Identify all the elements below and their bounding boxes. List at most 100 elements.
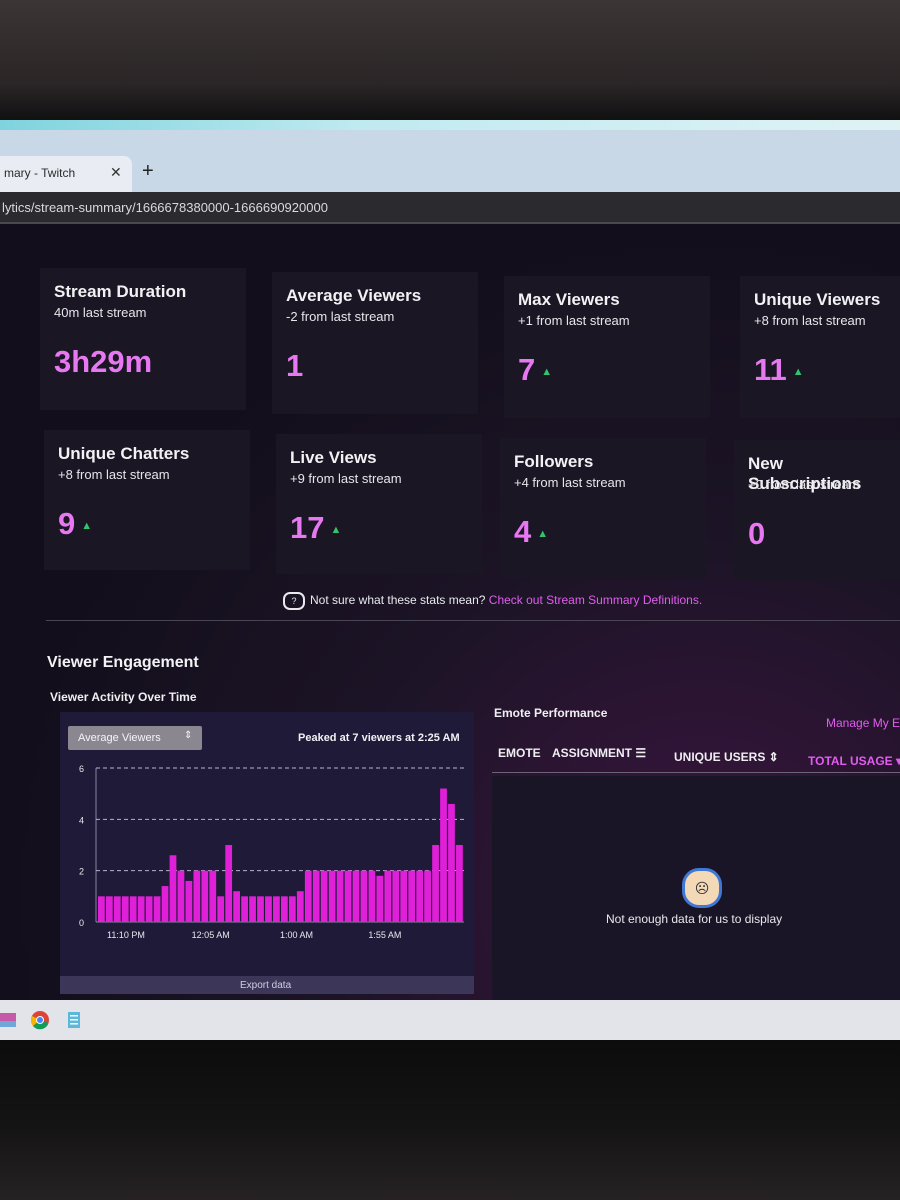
stat-value: 4 ▲ xyxy=(514,514,549,549)
viewer-activity-chart: 0 2 4 6 11:10 PM 12:05 AM 1:00 AM 1:55 AM xyxy=(79,764,464,940)
monitor-bezel-bottom xyxy=(0,1040,900,1200)
viewer-activity-title: Viewer Activity Over Time xyxy=(50,690,197,704)
chart-bar xyxy=(153,896,161,922)
column-unique-users[interactable]: UNIQUE USERS ⇕ xyxy=(674,750,779,764)
stat-value: 1 xyxy=(286,348,304,383)
column-total-usage[interactable]: TOTAL USAGE ▾ xyxy=(808,754,900,768)
notepad-icon[interactable] xyxy=(64,1010,84,1030)
close-tab-icon[interactable]: ✕ xyxy=(110,164,122,180)
chart-bar xyxy=(328,870,336,922)
chart-bar xyxy=(265,896,272,922)
address-bar[interactable]: lytics/stream-summary/1666678380000-1666… xyxy=(0,192,900,224)
chart-bar xyxy=(129,896,137,922)
chart-bar xyxy=(384,870,392,922)
empty-state-text: Not enough data for us to display xyxy=(606,912,783,926)
chart-bar xyxy=(416,870,424,922)
y-tick-label: 6 xyxy=(79,764,84,774)
stat-value: 11 ▲ xyxy=(754,352,804,387)
metric-select[interactable]: Average Viewers ⇕ xyxy=(68,726,202,750)
stat-comparison: +1 from last stream xyxy=(518,313,630,328)
stat-comparison: +9 from last stream xyxy=(290,471,402,486)
stat-value: 9 ▲ xyxy=(58,506,93,541)
chart-bar xyxy=(352,870,360,922)
chart-bar xyxy=(193,870,201,922)
chart-bar xyxy=(98,896,105,922)
chart-bar xyxy=(312,870,320,922)
chart-bar xyxy=(137,896,145,922)
stat-value: 17 ▲ xyxy=(290,510,342,545)
column-assignment[interactable]: ASSIGNMENT ☰ xyxy=(552,746,647,760)
stat-comparison: +4 from last stream xyxy=(514,475,626,490)
y-tick-label: 0 xyxy=(79,918,84,928)
chart-bar xyxy=(241,896,248,922)
chart-bar xyxy=(161,886,169,922)
stat-comparison: 40m last stream xyxy=(54,305,147,320)
stat-label: Max Viewers xyxy=(518,290,620,309)
x-tick-label: 1:55 AM xyxy=(368,930,401,940)
chart-bar xyxy=(257,896,264,922)
stat-card-unique-viewers: Unique Viewers +8 from last stream 11 ▲ xyxy=(740,276,900,418)
chart-bar xyxy=(368,870,376,922)
column-emote[interactable]: EMOTE xyxy=(498,746,541,760)
chart-bar xyxy=(201,870,209,922)
emote-table-header: EMOTE ASSIGNMENT ☰ UNIQUE USERS ⇕ TOTAL … xyxy=(492,732,900,772)
stat-card-live-views: Live Views +9 from last stream 17 ▲ xyxy=(276,434,482,574)
stat-comparison: +8 from last stream xyxy=(754,313,866,328)
chart-bar xyxy=(456,845,463,922)
chart-bar xyxy=(424,870,431,922)
chart-bar xyxy=(233,891,241,922)
stat-label: New Subscriptions xyxy=(748,454,862,493)
section-divider xyxy=(46,620,900,621)
chart-bar xyxy=(296,891,304,922)
stat-value: 0 xyxy=(748,516,766,551)
stat-card-stream-duration: Stream Duration 40m last stream 3h29m xyxy=(40,268,246,410)
trend-up-icon: ▲ xyxy=(792,365,804,378)
chart-bar xyxy=(273,896,280,922)
chart-bar xyxy=(304,870,312,922)
stream-summary-page: Stream Duration 40m last stream 3h29m Av… xyxy=(0,224,900,1040)
definitions-link[interactable]: Check out Stream Summary Definitions. xyxy=(488,593,703,608)
chart-bar xyxy=(121,896,129,922)
x-tick-label: 12:05 AM xyxy=(192,930,230,940)
chart-bar xyxy=(169,855,177,922)
new-tab-button[interactable]: + xyxy=(142,160,154,182)
monitor-screen: mary - Twitch ✕ + lytics/stream-summary/… xyxy=(0,120,900,1040)
chart-bar xyxy=(217,896,225,922)
chart-bar xyxy=(360,870,368,922)
y-tick-label: 2 xyxy=(79,867,84,877)
viewer-engagement-title: Viewer Engagement xyxy=(47,654,199,671)
chrome-icon[interactable] xyxy=(30,1010,50,1030)
browser-tab-bar: mary - Twitch ✕ + xyxy=(0,130,900,192)
stat-comparison: +8 from last stream xyxy=(58,467,170,482)
chart-bar xyxy=(177,870,185,922)
empty-state-mascot-icon: ☹ xyxy=(682,868,722,908)
question-icon: ? xyxy=(283,592,305,610)
peak-viewers-text: Peaked at 7 viewers at 2:25 AM xyxy=(298,732,460,744)
emote-table-body: ☹ Not enough data for us to display xyxy=(492,776,900,1040)
export-data-label: Export data xyxy=(240,980,292,991)
stat-value: 3h29m xyxy=(54,344,153,379)
screen-glare xyxy=(0,120,900,130)
windows-taskbar xyxy=(0,1000,900,1040)
chart-bar xyxy=(105,896,113,922)
manage-emotes-link[interactable]: Manage My E xyxy=(826,716,900,730)
chart-bar xyxy=(392,870,400,922)
chart-bar xyxy=(376,875,384,922)
tab-title: mary - Twitch xyxy=(4,166,76,180)
trend-up-icon: ▲ xyxy=(330,523,342,536)
stat-card-average-viewers: Average Viewers -2 from last stream 1 xyxy=(272,272,478,414)
select-caret-icon: ⇕ xyxy=(184,730,193,741)
stat-card-unique-chatters: Unique Chatters +8 from last stream 9 ▲ xyxy=(44,430,250,570)
chart-bar xyxy=(344,870,352,922)
photos-app-icon[interactable] xyxy=(0,1010,20,1030)
trend-up-icon: ▲ xyxy=(541,365,553,378)
chart-bar xyxy=(281,896,288,922)
export-data-button[interactable]: Export data xyxy=(60,976,474,994)
chart-bar xyxy=(448,803,455,922)
help-text: Not sure what these stats mean? xyxy=(310,593,486,608)
browser-tab[interactable]: mary - Twitch ✕ xyxy=(0,156,132,192)
stat-label: Unique Chatters xyxy=(58,444,190,463)
chart-bar xyxy=(113,896,121,922)
stat-label: Unique Viewers xyxy=(754,290,881,309)
stat-card-new-subscriptions: New Subscriptions +0 from last stream 0 xyxy=(734,440,900,580)
